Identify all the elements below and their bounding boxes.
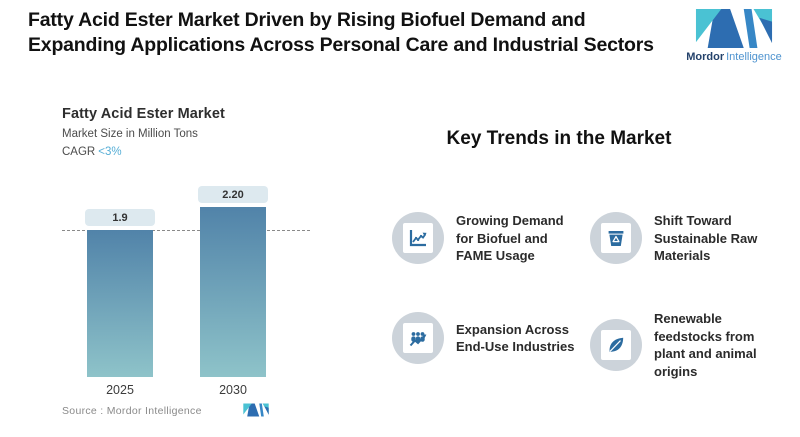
- trend-icon-circle: [590, 319, 642, 371]
- mini-brand-logo-icon: [243, 403, 269, 422]
- bar-category-label: 2025: [106, 383, 134, 397]
- brand-logo-block: Mordor Intelligence: [684, 8, 784, 63]
- bar-2025: [87, 230, 153, 377]
- trend-text: Growing Demand for Biofuel and FAME Usag…: [456, 213, 564, 263]
- recycle-bin-icon: [601, 223, 631, 254]
- trend-item-biofuel-demand: Growing Demand for Biofuel and FAME Usag…: [392, 212, 582, 265]
- bar-category-label: 2030: [219, 383, 247, 397]
- trend-text: Shift Toward Sustainable Raw Materials: [654, 213, 758, 263]
- brand-name-bold: Mordor: [686, 51, 725, 63]
- trend-icon-circle: [392, 212, 444, 265]
- trends-heading: Key Trends in the Market: [446, 128, 672, 149]
- trend-icon-circle: [590, 212, 642, 265]
- mordor-intelligence-logo-icon: [695, 9, 773, 48]
- reference-dashed-line: [62, 230, 310, 232]
- chart-source: Source : Mordor Intelligence: [62, 405, 202, 417]
- trend-item-end-use-expansion: Expansion Across End-Use Industries: [392, 312, 598, 364]
- growth-chart-icon: [403, 223, 433, 254]
- cagr-value: <3%: [98, 146, 122, 158]
- chart-title: Fatty Acid Ester Market: [62, 106, 225, 122]
- people-growth-icon: [403, 323, 433, 353]
- chart-cagr: CAGR <3%: [62, 146, 122, 158]
- trend-icon-circle: [392, 312, 444, 364]
- brand-name: Mordor Intelligence: [684, 51, 784, 63]
- trend-text: Renewable feedstocks from plant and anim…: [654, 311, 757, 379]
- bar-value-pill: 1.9: [85, 209, 155, 227]
- leaf-icon: [601, 330, 631, 360]
- bar-value-pill: 2.20: [198, 186, 268, 203]
- trend-text: Expansion Across End-Use Industries: [456, 321, 575, 355]
- trend-item-sustainable-materials: Shift Toward Sustainable Raw Materials: [590, 212, 780, 265]
- brand-name-light: Intelligence: [726, 51, 782, 63]
- chart-subtitle: Market Size in Million Tons: [62, 128, 198, 140]
- page-title: Fatty Acid Ester Market Driven by Rising…: [28, 9, 654, 56]
- trend-item-renewable-feedstocks: Renewable feedstocks from plant and anim…: [590, 310, 780, 380]
- cagr-label: CAGR: [62, 146, 96, 158]
- bar-2030: [200, 207, 266, 377]
